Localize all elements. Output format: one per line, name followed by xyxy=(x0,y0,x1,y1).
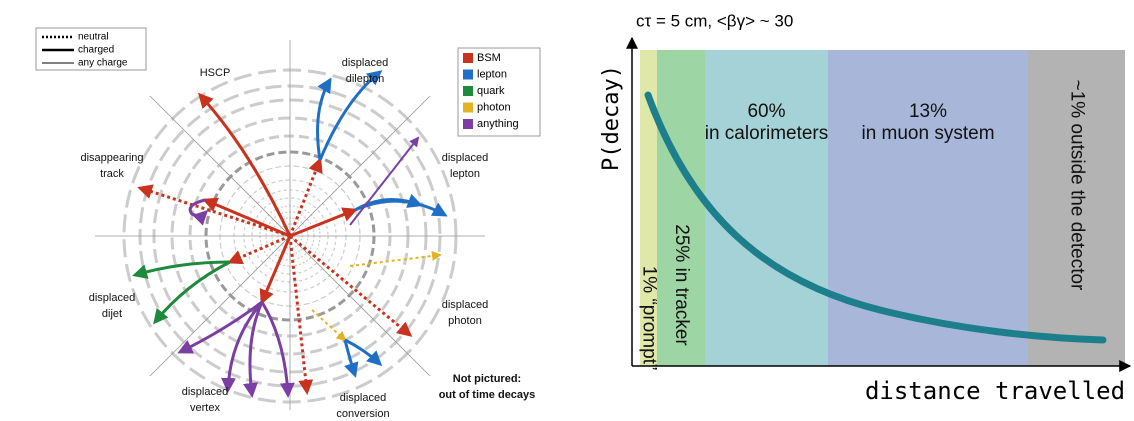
region xyxy=(705,50,828,366)
legend-label: BSM xyxy=(477,52,501,64)
decay-label: displaced xyxy=(182,386,228,398)
legend-label: anything xyxy=(477,118,519,130)
decay-label: displaced xyxy=(442,299,488,311)
legend-label: charged xyxy=(78,45,114,56)
y-axis-label: P(decay) xyxy=(599,65,624,171)
legend-swatch xyxy=(463,103,473,113)
legend-swatch xyxy=(463,86,473,96)
decay-label: dilepton xyxy=(346,73,385,85)
region-label: in calorimeters xyxy=(705,123,829,144)
decay-label: photon xyxy=(448,315,482,327)
decay-label: dijet xyxy=(102,308,122,320)
decay-label: lepton xyxy=(450,168,480,180)
plot-title: cτ = 5 cm, <βγ> ~ 30 xyxy=(636,11,793,30)
legend-label: any charge xyxy=(78,58,128,69)
decay-label: vertex xyxy=(190,402,220,414)
decay-label: HSCP xyxy=(200,67,231,79)
legend-label: quark xyxy=(477,85,505,97)
legend-label: lepton xyxy=(477,68,507,80)
region-label: 25% in tracker xyxy=(671,224,692,346)
figure: neutral charged any charge BSM lepton quark ph… xyxy=(0,0,1134,421)
legend-swatch xyxy=(463,119,473,129)
x-axis-label: distance travelled xyxy=(865,377,1125,405)
legend-swatch xyxy=(463,53,473,63)
region-label: ~1% outside the detector xyxy=(1066,80,1087,291)
decay-label: displaced xyxy=(442,152,488,164)
note: Not pictured: xyxy=(453,373,521,385)
decay-label: conversion xyxy=(336,408,389,420)
region-label: 60% xyxy=(747,101,785,122)
decay-label: track xyxy=(100,168,124,180)
decay-label: displaced xyxy=(340,392,386,404)
decay-label: displaced xyxy=(89,292,135,304)
region-label: in muon system xyxy=(861,123,994,144)
decay-label: displaced xyxy=(342,57,388,69)
decay-label: disappearing xyxy=(81,152,144,164)
legend-swatch xyxy=(463,70,473,80)
region-label: 1% “prompt” xyxy=(638,266,659,371)
note: out of time decays xyxy=(439,389,536,401)
legend-label: photon xyxy=(477,101,511,113)
legend-label: neutral xyxy=(78,32,109,43)
region-label: 13% xyxy=(909,101,947,122)
